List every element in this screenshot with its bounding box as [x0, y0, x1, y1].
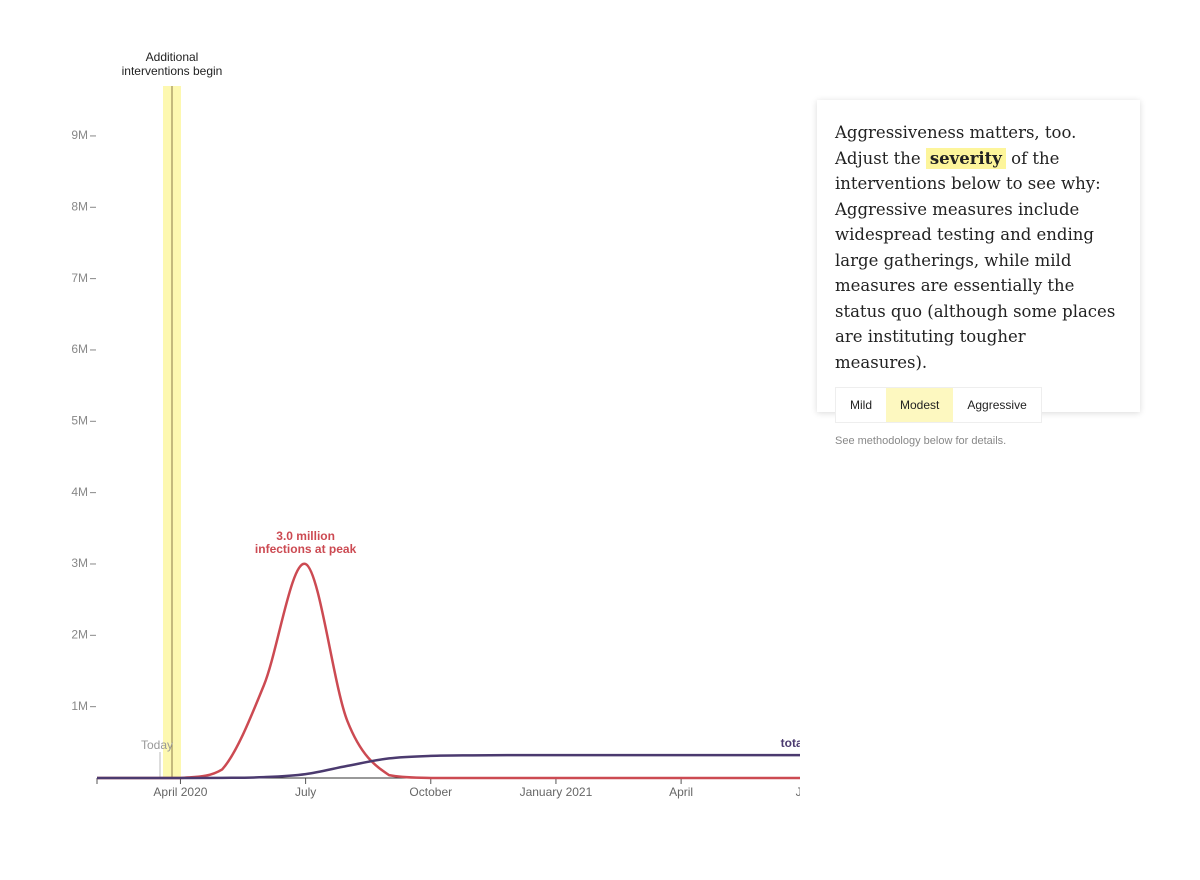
x-tick-label: July: [796, 785, 800, 799]
interventions-label: interventions begin: [122, 64, 223, 78]
y-tick-label: 7M: [71, 271, 88, 285]
text: Aggressiveness matters, too. Adjust the: [835, 123, 1077, 168]
y-tick-label: 1M: [71, 699, 88, 713]
x-tick-label: July: [295, 785, 316, 799]
description: Aggressiveness matters, too. Adjust the …: [835, 120, 1122, 375]
peak-label: 3.0 million: [276, 529, 335, 543]
peak-label: infections at peak: [255, 542, 357, 556]
severity-toggle: Mild Modest Aggressive: [835, 387, 1042, 423]
deaths-label: total deaths: [781, 736, 800, 750]
highlight: severity: [925, 147, 1006, 169]
y-tick-label: 5M: [71, 413, 88, 427]
note: See methodology below for details.: [835, 435, 1007, 447]
chart: Additional interventions begin Today 1M 2…: [71, 50, 800, 799]
interventions-label: Additional: [146, 50, 199, 64]
x-tick-label: January 2021: [520, 785, 593, 799]
controls-panel: Aggressiveness matters, too. Adjust the …: [817, 100, 1140, 447]
y-tick-label: 3M: [71, 556, 88, 570]
text: of the interventions below to see why: A…: [835, 148, 1116, 372]
button[interactable]: Modest: [886, 388, 954, 422]
button[interactable]: Mild: [836, 388, 887, 422]
y-tick-label: 2M: [71, 627, 88, 641]
y-tick-label: 8M: [71, 199, 88, 213]
series-line: [97, 562, 800, 780]
x-tick-label: October: [409, 785, 452, 799]
x-tick-label: April 2020: [153, 785, 207, 799]
y-tick-label: 9M: [71, 128, 88, 142]
today-label: Today: [141, 738, 173, 752]
series-line: [97, 753, 800, 780]
y-tick-label: 4M: [71, 485, 88, 499]
y-tick-label: 6M: [71, 342, 88, 356]
button[interactable]: Aggressive: [953, 388, 1041, 422]
x-tick-label: April: [669, 785, 693, 799]
